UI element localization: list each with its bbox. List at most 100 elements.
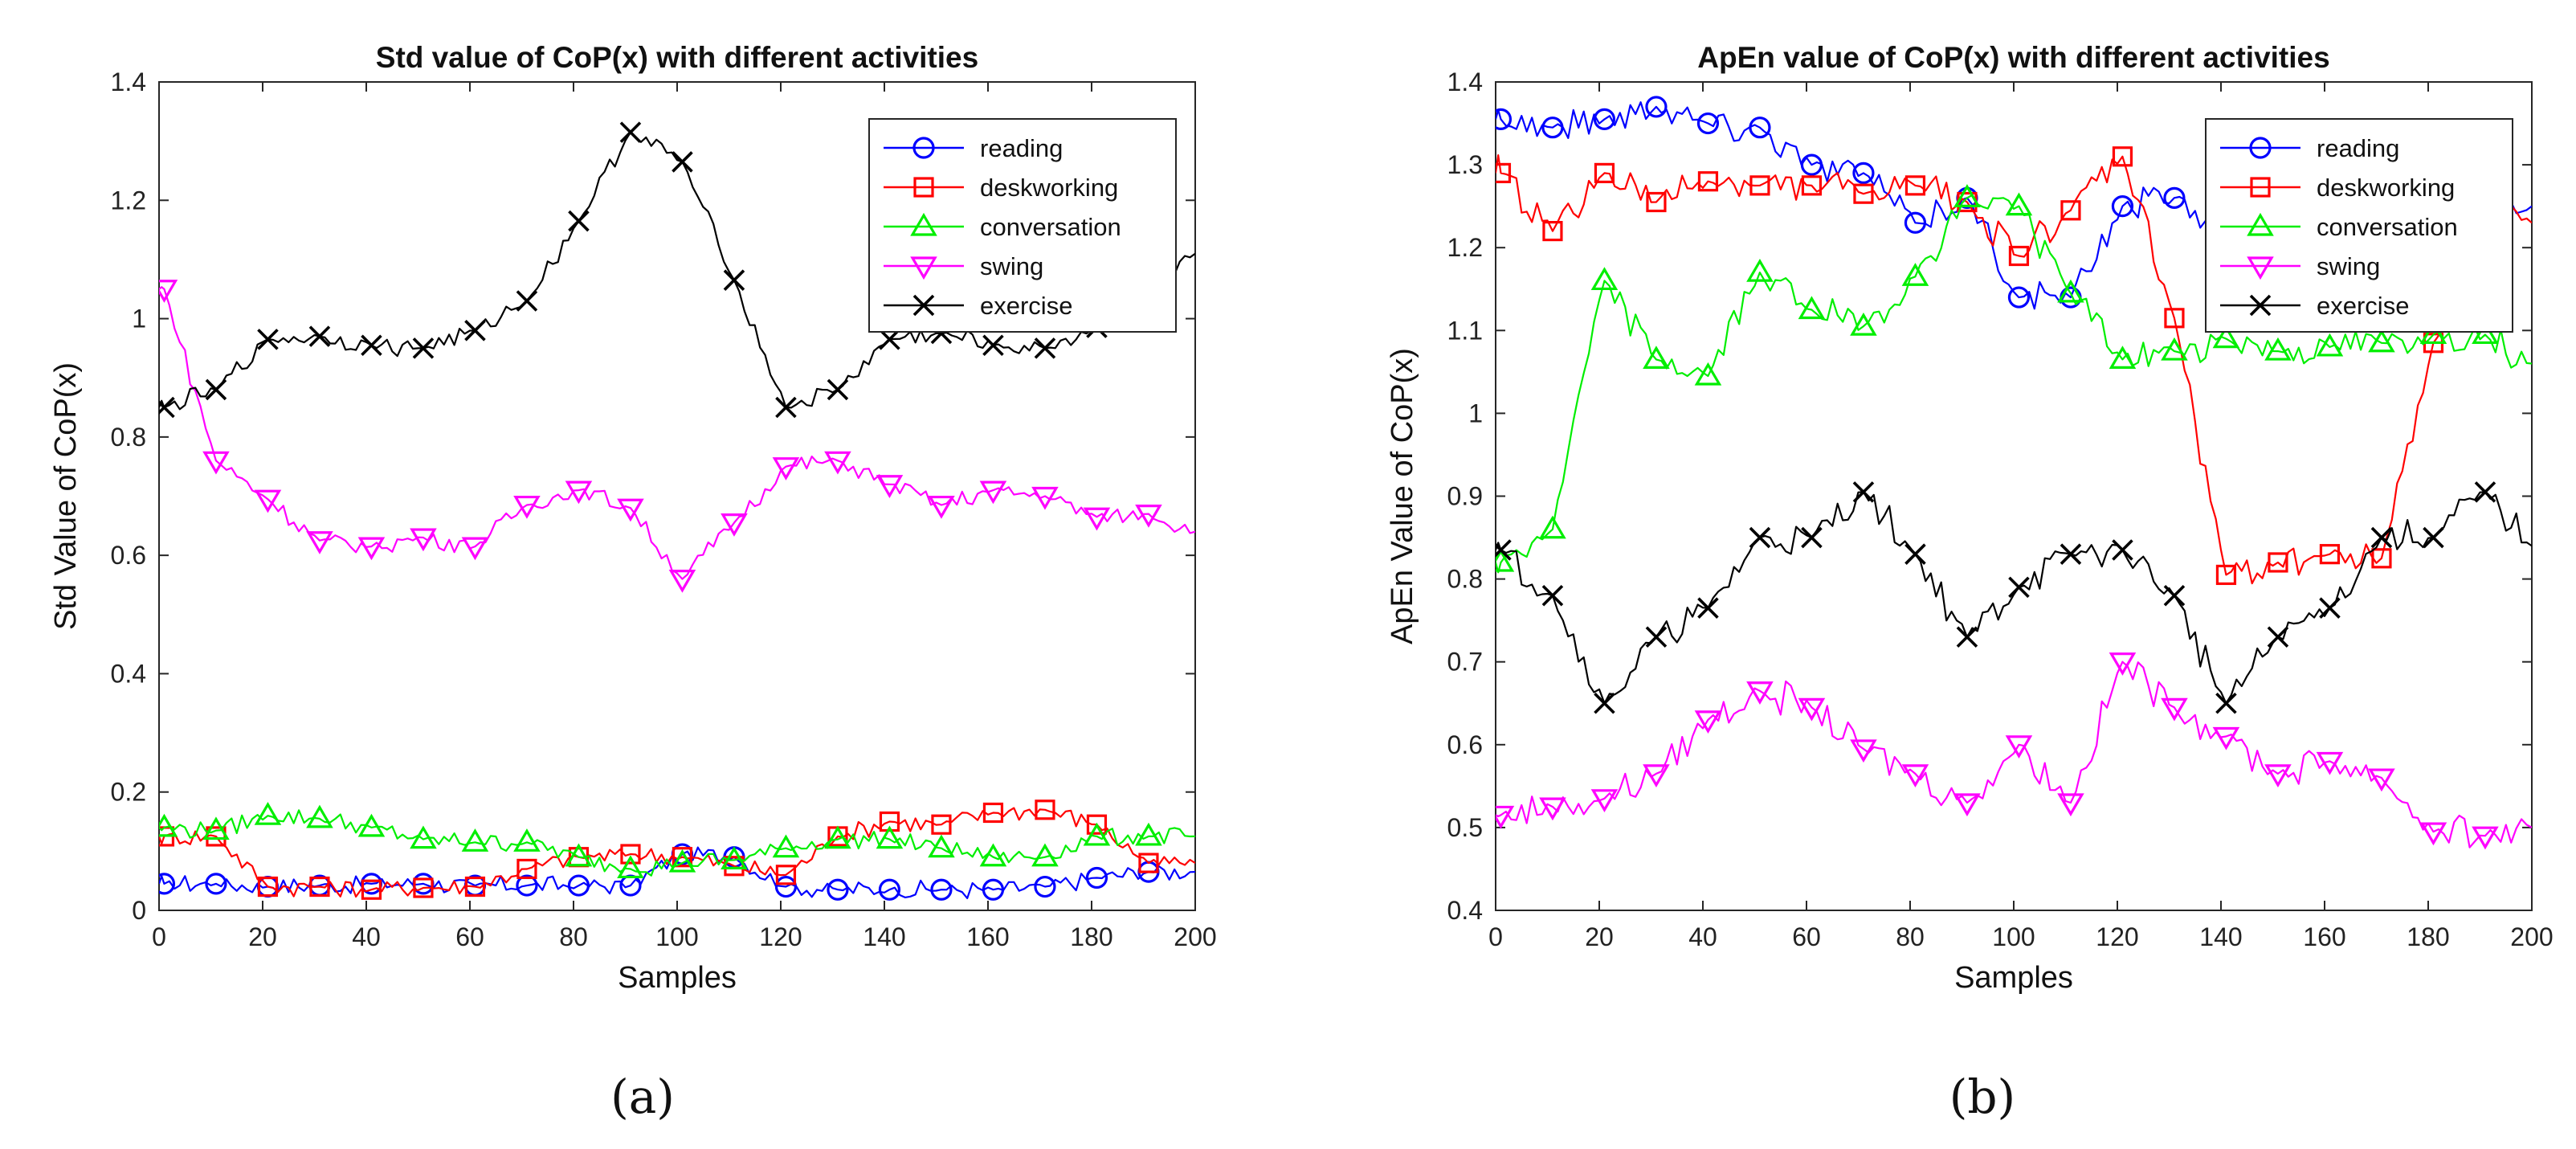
data-point-swing (565, 480, 593, 505)
data-point-conversation (1746, 258, 1774, 282)
data-point-reading (827, 878, 849, 901)
data-point-conversation (513, 828, 541, 852)
x-tick-label: 160 (966, 922, 1009, 951)
data-point-swing (824, 451, 851, 475)
data-point-swing (2419, 822, 2447, 846)
legend-marker-exercise (912, 294, 935, 317)
y-tick-label: 1.2 (111, 186, 146, 215)
data-point-exercise (308, 325, 331, 347)
x-tick-label: 160 (2303, 922, 2345, 951)
data-point-swing (357, 537, 386, 561)
x-axis-label: Samples (618, 961, 737, 995)
data-point-swing (2212, 726, 2240, 750)
data-point-reading (930, 878, 953, 901)
y-tick-label: 0.6 (111, 541, 146, 570)
legend-marker-reading (2249, 137, 2272, 159)
data-point-deskworking (2112, 146, 2133, 167)
series-line-conversation (1496, 194, 2532, 574)
data-point-reading (2007, 286, 2031, 309)
data-point-deskworking (2371, 548, 2392, 569)
data-point-conversation (2316, 333, 2344, 357)
x-tick-label: 140 (2199, 922, 2242, 951)
data-point-conversation (410, 825, 437, 849)
data-point-deskworking (1496, 162, 1512, 184)
data-point-reading (205, 873, 227, 895)
data-point-deskworking (1035, 799, 1055, 820)
data-point-deskworking (1594, 162, 1615, 184)
data-point-exercise (568, 210, 590, 232)
data-point-exercise (1697, 597, 1719, 619)
y-tick-label: 0.8 (1447, 565, 1483, 594)
y-axis-label: Std Value of CoP(x) (49, 362, 83, 630)
x-tick-label: 140 (863, 922, 905, 951)
data-point-reading (1085, 866, 1108, 889)
data-point-deskworking (516, 858, 537, 880)
y-tick-label: 0 (132, 896, 146, 925)
legend: reading deskworking conversation swing exerc… (868, 118, 1177, 333)
legend-label-conversation: conversation (2317, 213, 2458, 241)
data-point-swing (772, 457, 800, 480)
data-point-swing (254, 489, 282, 513)
data-point-reading (1696, 112, 1720, 135)
data-point-deskworking (1749, 175, 1770, 196)
data-point-conversation (357, 813, 386, 837)
data-point-exercise (879, 329, 900, 350)
legend-marker-swing (2247, 256, 2274, 280)
x-tick-label: 100 (1992, 922, 2035, 951)
series-line-swing (1496, 660, 2532, 848)
data-point-deskworking (1138, 853, 1159, 873)
data-point-reading (2111, 195, 2134, 218)
legend-label-exercise: exercise (2317, 292, 2409, 320)
data-point-exercise (159, 396, 175, 419)
y-tick-label: 0.6 (1447, 730, 1483, 759)
legend-marker-conversation (2247, 212, 2274, 236)
data-point-exercise (672, 151, 693, 173)
legend-label-swing: swing (980, 252, 1043, 280)
y-tick-label: 0.4 (1447, 896, 1483, 925)
y-tick-label: 0.2 (111, 778, 146, 807)
data-point-deskworking (1697, 171, 1719, 192)
data-point-exercise (516, 290, 538, 312)
data-point-conversation (1643, 346, 1670, 369)
data-point-conversation (979, 843, 1007, 867)
data-point-deskworking (982, 802, 1004, 824)
data-point-exercise (1496, 539, 1512, 561)
data-point-deskworking (1086, 814, 1108, 835)
legend-label-deskworking: deskworking (980, 174, 1118, 202)
data-point-exercise (827, 378, 849, 401)
legend-label-reading: reading (2317, 134, 2399, 162)
x-tick-label: 0 (152, 922, 166, 951)
data-point-conversation (1694, 362, 1722, 386)
data-point-conversation (617, 855, 644, 879)
y-tick-label: 1.3 (1447, 150, 1483, 179)
data-point-deskworking (2215, 564, 2237, 586)
data-point-conversation (2419, 321, 2447, 345)
legend-box (2205, 118, 2513, 333)
data-point-exercise (1956, 626, 1978, 648)
data-point-reading (1749, 117, 1771, 139)
data-point-conversation (1539, 515, 1566, 539)
data-point-exercise (2267, 626, 2289, 648)
data-point-swing (2264, 764, 2292, 788)
data-point-swing (2161, 697, 2188, 722)
y-tick-label: 0.8 (111, 423, 146, 452)
legend-label-reading: reading (980, 134, 1063, 162)
x-tick-label: 20 (1585, 922, 1614, 951)
data-point-conversation (2109, 346, 2137, 369)
data-point-deskworking (1801, 175, 1823, 196)
data-point-exercise (412, 337, 435, 359)
data-point-swing (202, 451, 230, 475)
data-point-deskworking (2008, 245, 2030, 267)
data-point-exercise (205, 378, 227, 401)
data-point-exercise (1749, 526, 1771, 549)
data-point-exercise (361, 334, 382, 356)
y-tick-label: 0.9 (1447, 482, 1483, 511)
data-point-exercise (257, 329, 279, 350)
x-tick-label: 80 (559, 922, 588, 951)
data-point-swing (2368, 768, 2395, 792)
data-point-deskworking (620, 844, 641, 865)
data-point-swing (979, 480, 1007, 505)
data-point-conversation (2472, 321, 2499, 345)
data-point-deskworking (2164, 308, 2185, 329)
